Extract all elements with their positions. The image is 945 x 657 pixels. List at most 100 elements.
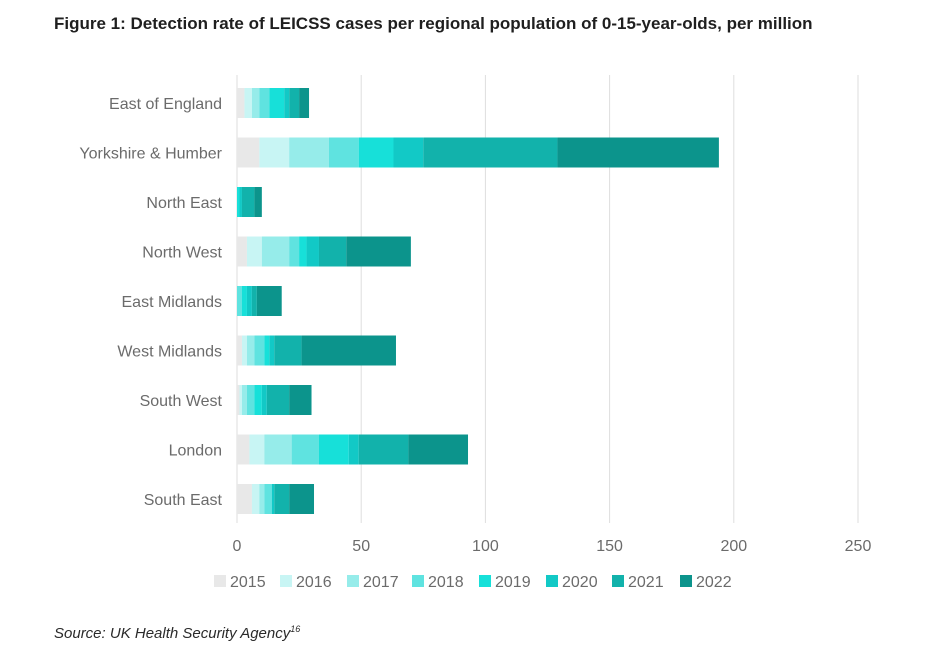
source-note: Source: UK Health Security Agency16	[54, 624, 300, 642]
bar-segment-2015	[237, 335, 242, 366]
bar-segment-2022	[256, 286, 282, 316]
x-tick-label: 200	[720, 538, 747, 555]
category-label: Yorkshire & Humber	[79, 146, 222, 163]
bar-segment-2020	[261, 385, 267, 415]
x-tick-label: 150	[596, 538, 623, 555]
x-axis-tick-labels: 0 50 100 150 200 250	[233, 538, 872, 555]
legend-label: 2022	[696, 574, 732, 591]
source-footnote: 16	[290, 624, 301, 634]
bar-segment-2016	[251, 484, 260, 514]
bar-segment-2022	[254, 187, 262, 217]
bar-segment-2016	[239, 385, 242, 415]
bar-segment-2022	[289, 484, 315, 514]
bar-segment-2015	[237, 137, 260, 168]
bar-segment-2019	[254, 385, 262, 415]
legend-swatch-2021	[612, 575, 624, 587]
bar-segment-2020	[393, 137, 424, 168]
bar-segment-2022	[301, 335, 396, 366]
category-label: South West	[140, 393, 223, 410]
bar-segment-2017	[261, 236, 290, 267]
bar-segment-2016	[249, 434, 265, 465]
bar-segment-2015	[237, 385, 240, 415]
category-labels: East of England Yorkshire & Humber North E…	[79, 96, 222, 509]
source-text: Source: UK Health Security Agency	[54, 625, 291, 642]
bar-segment-2021	[318, 236, 347, 267]
bar-segment-2017	[251, 88, 260, 118]
bar-segment-2016	[244, 88, 252, 118]
bar-segment-2018	[237, 286, 242, 316]
bar-segment-2016	[246, 236, 262, 267]
category-label: North West	[142, 245, 222, 262]
x-tick-label: 100	[472, 538, 499, 555]
legend-label: 2019	[495, 574, 531, 591]
legend-label: 2017	[363, 574, 399, 591]
legend-swatch-2019	[479, 575, 491, 587]
bar-segment-2020	[271, 484, 275, 514]
x-tick-label: 0	[233, 538, 242, 555]
bar-segment-2016	[241, 335, 247, 366]
bar-stack-group	[237, 88, 719, 514]
bar-segment-2018	[291, 434, 319, 465]
category-label: London	[169, 443, 222, 460]
legend-label: 2015	[230, 574, 266, 591]
bar-segment-2015	[237, 88, 245, 118]
category-label: West Midlands	[117, 344, 222, 361]
legend-label: 2021	[628, 574, 664, 591]
bar-segment-2019	[299, 236, 307, 267]
bar-segment-2021	[251, 286, 257, 316]
bar-segment-2022	[299, 88, 310, 118]
bar-segment-2015	[237, 434, 250, 465]
bar-segment-2015	[237, 236, 247, 267]
chart-title: Figure 1: Detection rate of LEICSS cases…	[54, 14, 813, 33]
bar-segment-2017	[264, 434, 292, 465]
bar-segment-2021	[423, 137, 558, 168]
bar-segment-2018	[264, 484, 272, 514]
bar-segment-2018	[328, 137, 359, 168]
bar-segment-2018	[246, 385, 255, 415]
bar-segment-2021	[274, 335, 302, 366]
bar-segment-2022	[408, 434, 469, 465]
bar-segment-2022	[346, 236, 411, 267]
bar-segment-2021	[274, 484, 290, 514]
bar-segment-2017	[246, 335, 255, 366]
legend-swatch-2022	[680, 575, 692, 587]
category-label: East Midlands	[122, 294, 223, 311]
bar-segment-2022	[289, 385, 312, 415]
bar-segment-2017	[259, 484, 265, 514]
bar-segment-2021	[266, 385, 290, 415]
bar-segment-2021	[241, 187, 255, 217]
bar-segment-2021	[289, 88, 300, 118]
bar-segment-2020	[306, 236, 319, 267]
legend-swatch-2015	[214, 575, 226, 587]
bar-segment-2016	[259, 137, 290, 168]
legend-swatch-2016	[280, 575, 292, 587]
bar-segment-2020	[284, 88, 290, 118]
legend-label: 2018	[428, 574, 464, 591]
legend-label: 2016	[296, 574, 332, 591]
bar-segment-2019	[241, 286, 247, 316]
bar-segment-2017	[289, 137, 329, 168]
bar-segment-2020	[269, 335, 275, 366]
category-label: South East	[144, 492, 223, 509]
legend: 2015 2016 2017 2018 2019 2020 2021 2022	[214, 574, 732, 591]
bar-segment-2017	[241, 385, 247, 415]
bar-segment-2019	[237, 187, 240, 217]
bar-segment-2019	[358, 137, 394, 168]
bar-segment-2019	[318, 434, 349, 465]
legend-swatch-2018	[412, 575, 424, 587]
x-tick-label: 50	[352, 538, 370, 555]
bar-segment-2015	[237, 484, 252, 514]
category-label: North East	[146, 195, 222, 212]
bar-segment-2020	[348, 434, 359, 465]
legend-label: 2020	[562, 574, 598, 591]
legend-swatch-2017	[347, 575, 359, 587]
legend-swatch-2020	[546, 575, 558, 587]
bar-segment-2018	[289, 236, 300, 267]
bar-segment-2019	[264, 335, 270, 366]
bar-segment-2020	[239, 187, 242, 217]
bar-segment-2018	[254, 335, 265, 366]
category-label: East of England	[109, 96, 222, 113]
x-tick-label: 250	[845, 538, 872, 555]
bar-segment-2021	[358, 434, 409, 465]
